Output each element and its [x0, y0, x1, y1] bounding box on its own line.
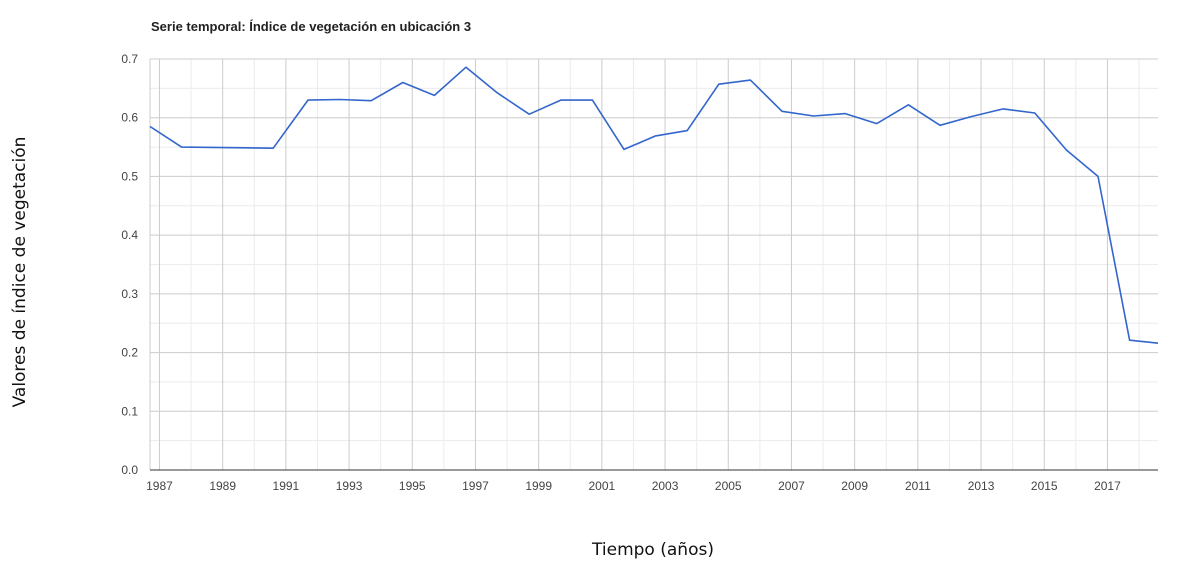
- y-tick-label: 0.6: [121, 111, 138, 125]
- x-tick-label: 2005: [715, 479, 742, 493]
- x-tick-label: 2011: [905, 479, 931, 493]
- x-tick-label: 1987: [146, 479, 173, 493]
- x-tick-label: 2013: [968, 479, 995, 493]
- major-gridlines: [149, 58, 1158, 470]
- series-group: [149, 66, 1159, 344]
- x-tick-label: 1993: [336, 479, 363, 493]
- chart-title: Serie temporal: Índice de vegetación en …: [151, 19, 472, 34]
- x-tick-label: 1989: [209, 479, 236, 493]
- x-axis-label: Tiempo (años): [592, 540, 714, 560]
- minor-gridlines: [150, 59, 1158, 470]
- x-tick-label: 1999: [525, 479, 552, 493]
- y-axis-ticks: 0.0 0.1 0.2 0.3 0.4 0.5 0.6 0.7: [121, 52, 138, 477]
- y-tick-label: 0.0: [121, 463, 138, 477]
- y-tick-label: 0.4: [121, 228, 138, 242]
- x-tick-label: 2007: [778, 479, 805, 493]
- y-tick-label: 0.1: [121, 404, 138, 418]
- y-tick-label: 0.5: [121, 169, 138, 183]
- series-line: [149, 66, 1159, 344]
- x-tick-label: 1997: [462, 479, 489, 493]
- y-tick-label: 0.3: [121, 287, 138, 301]
- x-tick-label: 2009: [841, 479, 868, 493]
- x-tick-label: 1995: [399, 479, 426, 493]
- x-tick-label: 2017: [1094, 479, 1121, 493]
- x-tick-label: 1991: [273, 479, 300, 493]
- x-axis-ticks: 1987 1989 1991 1993 1995 1997 1999 2001 2003 2005…: [146, 479, 1121, 493]
- y-tick-label: 0.2: [121, 346, 138, 360]
- x-tick-label: 2015: [1031, 479, 1058, 493]
- x-tick-label: 2003: [652, 479, 679, 493]
- y-tick-label: 0.7: [121, 52, 138, 66]
- x-tick-label: 2001: [589, 479, 616, 493]
